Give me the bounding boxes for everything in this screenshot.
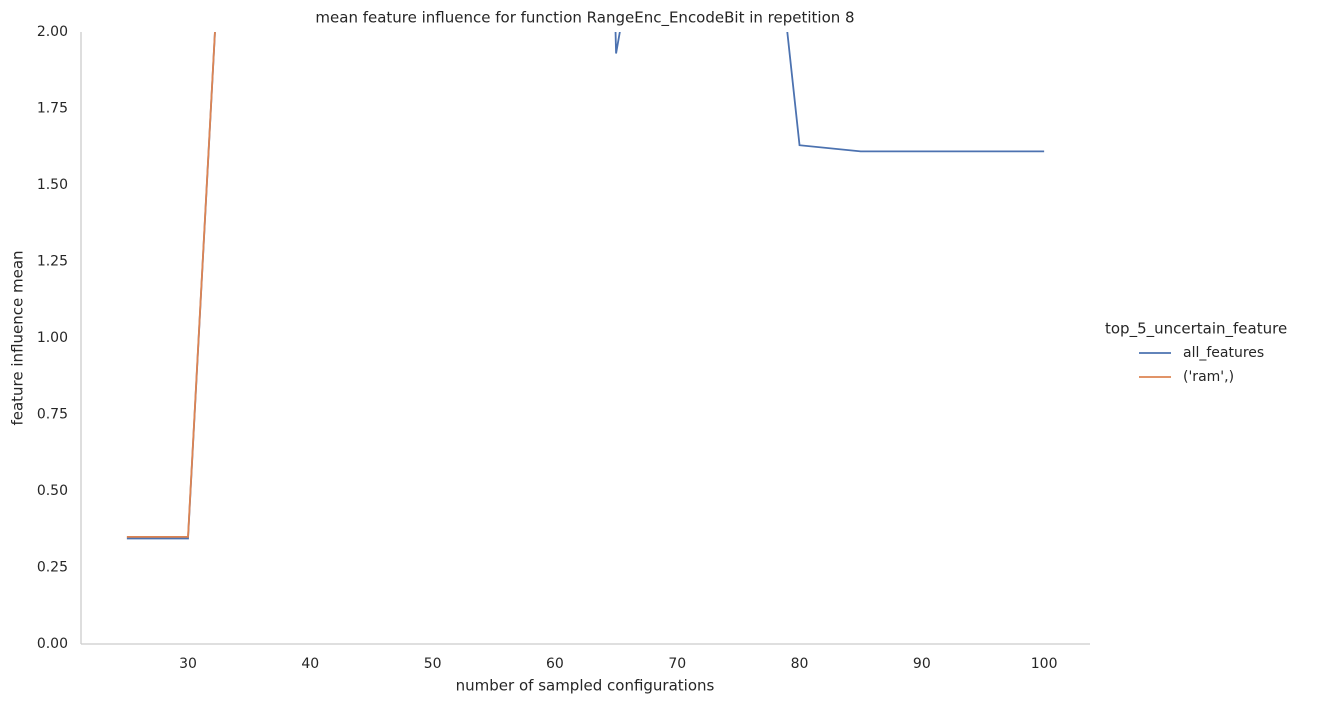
x-tick-label: 40 bbox=[301, 656, 319, 672]
y-tick-label: 2.00 bbox=[37, 24, 68, 40]
legend-label: ('ram',) bbox=[1183, 369, 1234, 385]
y-tick-label: 0.75 bbox=[37, 407, 68, 423]
x-tick-label: 70 bbox=[668, 656, 686, 672]
x-tick-label: 30 bbox=[179, 656, 197, 672]
y-tick-label: 1.00 bbox=[37, 330, 68, 346]
y-tick-label: 0.25 bbox=[37, 560, 68, 576]
y-tick-label: 1.25 bbox=[37, 254, 68, 270]
legend-title: top_5_uncertain_feature bbox=[1105, 320, 1287, 339]
x-tick-label: 50 bbox=[424, 656, 442, 672]
x-tick-label: 90 bbox=[913, 656, 931, 672]
x-axis-label: number of sampled configurations bbox=[456, 677, 715, 695]
chart-title: mean feature influence for function Rang… bbox=[315, 9, 854, 28]
x-tick-label: 80 bbox=[791, 656, 809, 672]
plot-area bbox=[126, 32, 1045, 540]
y-tick-label: 1.50 bbox=[37, 177, 68, 193]
series-line bbox=[126, 32, 216, 538]
y-tick-label: 1.75 bbox=[37, 101, 68, 117]
x-tick-label: 60 bbox=[546, 656, 564, 672]
y-axis-label: feature influence mean bbox=[9, 250, 27, 425]
y-tick-label: 0.00 bbox=[37, 636, 68, 652]
x-tick-label: 100 bbox=[1031, 656, 1058, 672]
series-line bbox=[126, 32, 1045, 540]
y-tick-label: 0.50 bbox=[37, 483, 68, 499]
legend-label: all_features bbox=[1183, 345, 1264, 361]
